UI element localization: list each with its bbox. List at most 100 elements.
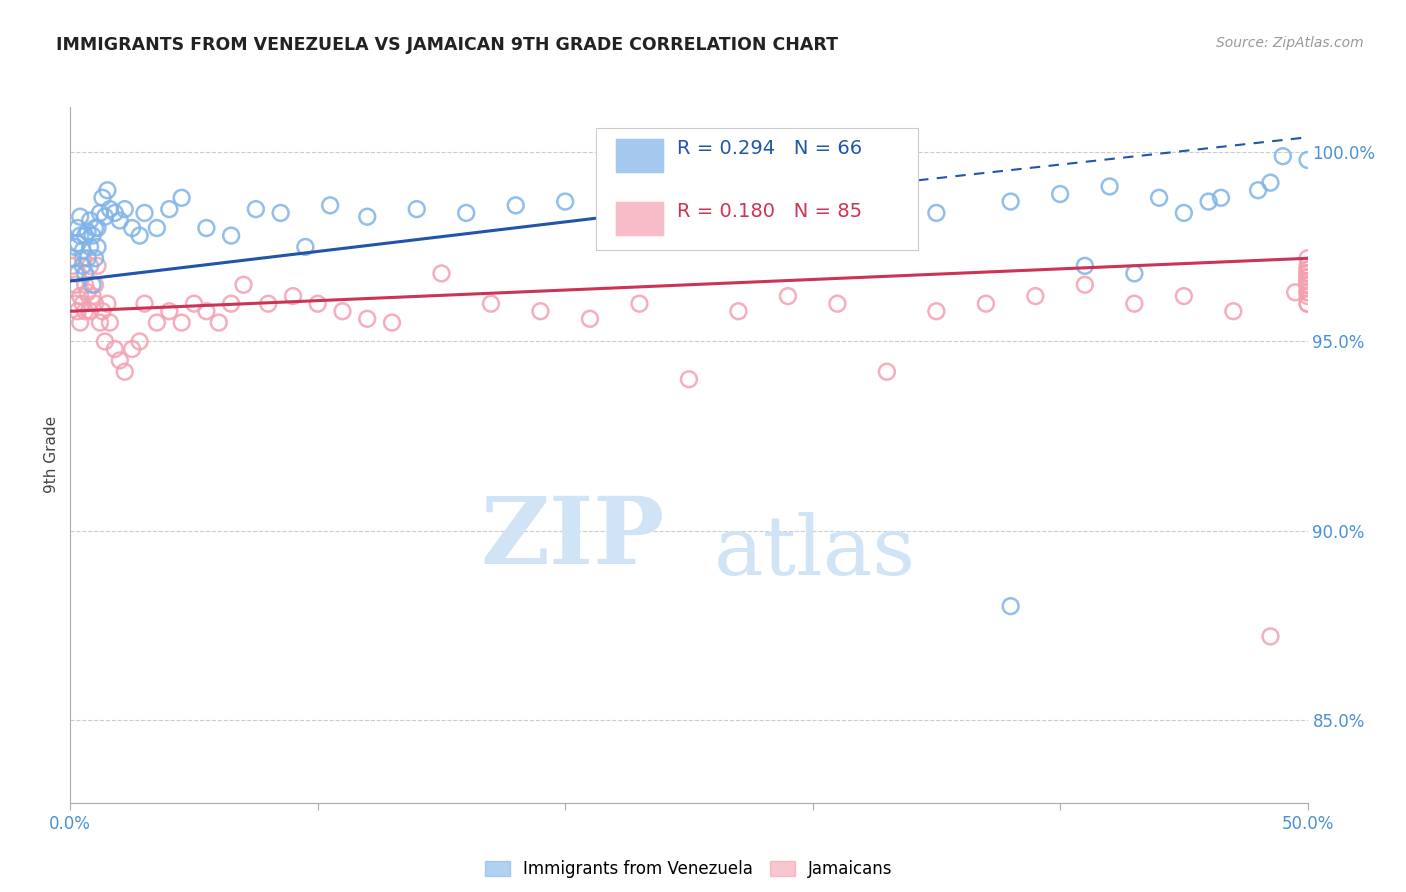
Point xyxy=(703,191,725,205)
Point xyxy=(157,202,180,216)
Point xyxy=(72,244,94,258)
Point xyxy=(84,221,107,235)
Point xyxy=(1284,285,1306,300)
Point xyxy=(65,267,87,281)
Point xyxy=(245,202,267,216)
Point xyxy=(62,259,84,273)
Point xyxy=(1074,259,1097,273)
Point xyxy=(114,202,136,216)
Point xyxy=(1173,289,1195,303)
Point xyxy=(69,289,91,303)
Point xyxy=(529,304,551,318)
Text: atlas: atlas xyxy=(714,512,915,592)
Point xyxy=(1296,277,1319,292)
Point xyxy=(1296,262,1319,277)
Point xyxy=(65,296,87,310)
Point xyxy=(479,296,502,310)
Point xyxy=(307,296,329,310)
Point xyxy=(1000,194,1022,209)
Text: R = 0.294   N = 66: R = 0.294 N = 66 xyxy=(676,139,862,158)
Point xyxy=(72,296,94,310)
Point xyxy=(76,285,98,300)
Point xyxy=(727,304,749,318)
Point xyxy=(96,183,118,197)
Text: R = 0.180   N = 85: R = 0.180 N = 85 xyxy=(676,202,862,221)
Point xyxy=(430,267,453,281)
Point xyxy=(75,228,97,243)
Point xyxy=(1173,206,1195,220)
Point xyxy=(925,304,948,318)
Point xyxy=(84,296,107,310)
Point xyxy=(1024,289,1046,303)
Point xyxy=(1296,277,1319,292)
Point xyxy=(1123,267,1146,281)
Point xyxy=(257,296,280,310)
Point xyxy=(104,342,127,356)
Point xyxy=(66,267,89,281)
Point xyxy=(1296,274,1319,288)
Point xyxy=(75,304,97,318)
Point xyxy=(75,267,97,281)
Point xyxy=(1074,277,1097,292)
Point xyxy=(65,240,87,254)
Point xyxy=(89,206,111,220)
Point xyxy=(128,334,150,349)
Point xyxy=(195,304,218,318)
Point xyxy=(232,277,254,292)
Point xyxy=(69,316,91,330)
Point xyxy=(66,221,89,235)
Point xyxy=(1260,176,1282,190)
Point xyxy=(1296,277,1319,292)
Point xyxy=(76,252,98,266)
Point xyxy=(628,296,651,310)
Point xyxy=(1049,187,1071,202)
Text: ZIP: ZIP xyxy=(479,493,664,583)
Point xyxy=(72,252,94,266)
Point xyxy=(86,259,108,273)
Point xyxy=(456,206,478,220)
Point xyxy=(79,213,101,227)
Point xyxy=(1296,274,1319,288)
Point xyxy=(356,210,378,224)
Point xyxy=(281,289,304,303)
Point xyxy=(1123,296,1146,310)
Point xyxy=(1271,149,1294,163)
Point xyxy=(381,316,404,330)
Point xyxy=(98,316,121,330)
Point xyxy=(79,259,101,273)
Point xyxy=(1296,153,1319,167)
FancyBboxPatch shape xyxy=(614,201,664,235)
Point xyxy=(1098,179,1121,194)
Point xyxy=(332,304,354,318)
Point xyxy=(84,277,107,292)
Point xyxy=(146,221,169,235)
Point xyxy=(82,228,104,243)
Point xyxy=(219,296,242,310)
Point xyxy=(1296,270,1319,285)
Point xyxy=(319,198,342,212)
Point xyxy=(579,311,602,326)
Point xyxy=(66,236,89,251)
Point xyxy=(1296,285,1319,300)
Point xyxy=(505,198,527,212)
Point xyxy=(1222,304,1244,318)
Point xyxy=(1296,281,1319,295)
Point xyxy=(157,304,180,318)
Point xyxy=(1296,289,1319,303)
Point xyxy=(128,228,150,243)
Point xyxy=(86,221,108,235)
Point xyxy=(108,353,131,368)
Point xyxy=(1296,296,1319,310)
Point xyxy=(1296,285,1319,300)
Point xyxy=(195,221,218,235)
Point xyxy=(170,191,193,205)
Point xyxy=(69,228,91,243)
Point xyxy=(170,316,193,330)
Point xyxy=(1296,270,1319,285)
Point xyxy=(851,191,873,205)
Point xyxy=(270,206,292,220)
Legend: Immigrants from Venezuela, Jamaicans: Immigrants from Venezuela, Jamaicans xyxy=(478,854,900,885)
Point xyxy=(294,240,316,254)
Point xyxy=(1296,259,1319,273)
Point xyxy=(79,304,101,318)
